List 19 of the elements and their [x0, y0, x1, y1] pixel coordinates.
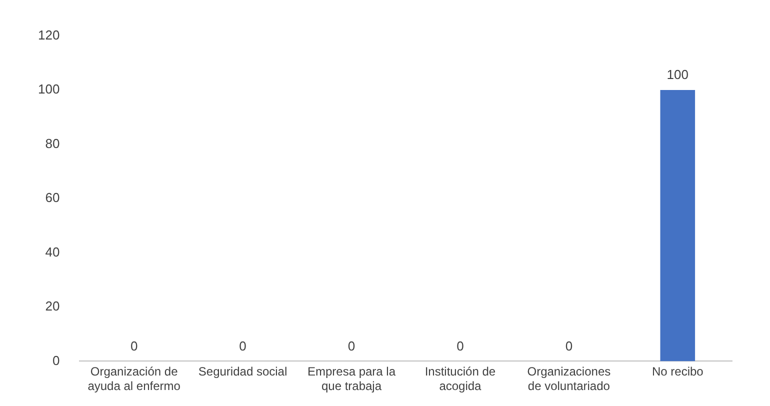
data-label: 0 — [348, 338, 356, 354]
data-label: 0 — [239, 338, 246, 354]
y-tick-label: 0 — [52, 352, 60, 368]
x-tick-label: Institución de acogida — [424, 364, 496, 394]
y-tick-label: 20 — [45, 298, 60, 314]
x-tick-label: Organizaciones de voluntariado — [527, 364, 611, 394]
x-tick-label: No recibo — [652, 364, 704, 379]
x-tick-label: Empresa para la que trabaja — [307, 364, 396, 394]
x-tick-label: Seguridad social — [198, 364, 288, 379]
y-tick-label: 40 — [45, 244, 60, 260]
y-tick-label: 80 — [45, 136, 60, 151]
y-tick-label: 120 — [38, 27, 60, 42]
y-tick-label: 100 — [38, 82, 60, 97]
data-label: 0 — [565, 338, 573, 354]
data-label: 0 — [130, 338, 138, 354]
data-label: 100 — [666, 67, 688, 82]
x-tick-label: Organización de ayuda al enfermo — [88, 364, 181, 394]
y-tick-label: 60 — [45, 190, 60, 206]
data-label: 0 — [456, 338, 464, 354]
